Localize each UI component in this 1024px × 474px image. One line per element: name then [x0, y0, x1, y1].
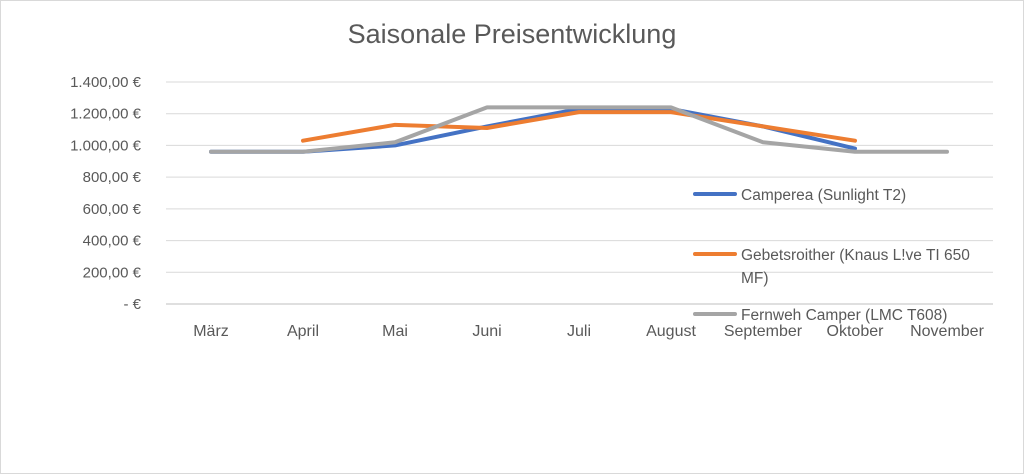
x-tick-label: August	[646, 323, 696, 340]
series-line-1	[301, 110, 857, 143]
y-tick-label: 1.200,00 €	[70, 106, 142, 123]
y-tick-label: 200,00 €	[83, 264, 142, 281]
legend-label-2: Fernweh Camper (LMC T608)	[741, 307, 947, 324]
legend-label-1: Gebetsroither (Knaus L!ve TI 650	[741, 247, 970, 264]
y-tick-label: 400,00 €	[83, 233, 142, 250]
y-tick-label: - €	[123, 296, 141, 313]
x-tick-label: November	[910, 323, 984, 340]
chart-title: Saisonale Preisentwicklung	[347, 19, 677, 49]
y-tick-label: 1.000,00 €	[70, 137, 142, 154]
x-tick-label: März	[193, 323, 229, 340]
x-tick-label: Oktober	[827, 323, 885, 340]
y-tick-label: 1.400,00 €	[70, 74, 142, 91]
x-tick-label: Juni	[472, 323, 501, 340]
x-tick-label: September	[724, 323, 803, 340]
x-tick-label: Mai	[382, 323, 408, 340]
x-tick-label: April	[287, 323, 319, 340]
legend-label-0: Camperea (Sunlight T2)	[741, 187, 906, 204]
legend-label-1: MF)	[741, 270, 769, 287]
y-tick-label: 800,00 €	[83, 169, 142, 186]
x-tick-label: Juli	[567, 323, 591, 340]
series-line-2	[209, 105, 949, 154]
y-tick-label: 600,00 €	[83, 201, 142, 218]
